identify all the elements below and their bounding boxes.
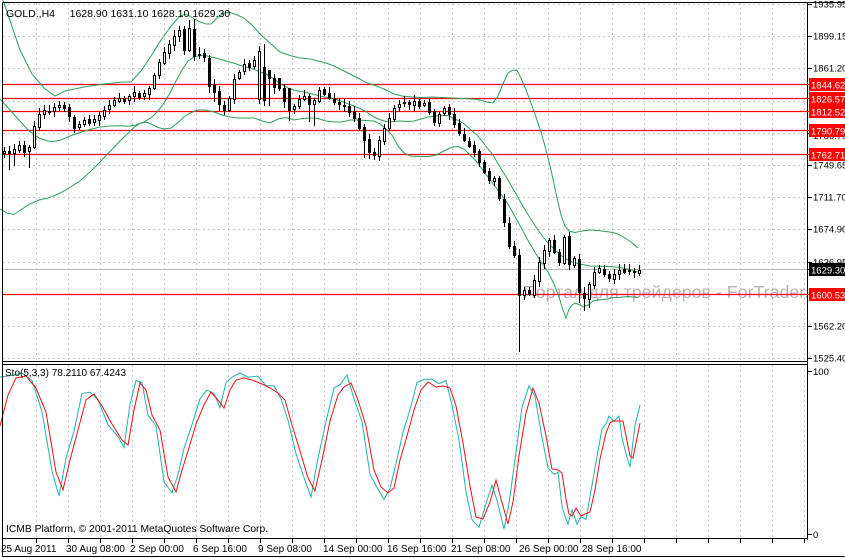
svg-text:1844.62: 1844.62 [811,81,845,92]
svg-text:14 Sep 00:00: 14 Sep 00:00 [323,544,383,555]
svg-text:1711.70: 1711.70 [813,193,845,204]
svg-text:1674.90: 1674.90 [813,225,845,236]
svg-text:1861.20: 1861.20 [813,64,845,75]
svg-text:25 Aug 2011: 25 Aug 2011 [1,544,57,555]
svg-text:1600.53: 1600.53 [811,291,845,302]
svg-text:Sto(5,3,3) 78.2110 67.4243: Sto(5,3,3) 78.2110 67.4243 [5,368,126,379]
svg-text:21 Sep 08:00: 21 Sep 08:00 [451,544,511,555]
svg-text:28 Sep 16:00: 28 Sep 16:00 [582,544,642,555]
svg-text:1762.71: 1762.71 [811,151,845,162]
svg-text:100: 100 [813,367,829,378]
svg-text:1629.30: 1629.30 [811,266,845,277]
svg-text:1790.79: 1790.79 [811,127,845,138]
svg-text:26 Sep 00:00: 26 Sep 00:00 [519,544,579,555]
svg-text:1899.15: 1899.15 [813,32,845,43]
svg-text:1525.40: 1525.40 [813,354,845,365]
svg-text:1562.20: 1562.20 [813,322,845,333]
svg-text:2 Sep 00:00: 2 Sep 00:00 [130,544,184,555]
svg-text:6 Sep 16:00: 6 Sep 16:00 [193,544,247,555]
svg-text:Портал для трейдеров - ForTrad: Портал для трейдеров - ForTrader.ru [523,282,825,302]
svg-text:0: 0 [813,530,818,541]
svg-text:1935.95: 1935.95 [813,0,845,11]
svg-text:1826.57: 1826.57 [811,95,845,106]
svg-text:ICMB Platform, © 2001-2011 Met: ICMB Platform, © 2001-2011 MetaQuotes So… [6,524,268,535]
svg-text:1749.65: 1749.65 [813,161,845,172]
svg-text:9 Sep 08:00: 9 Sep 08:00 [258,544,312,555]
svg-text:16 Sep 16:00: 16 Sep 16:00 [387,544,447,555]
svg-text:30 Aug 08:00: 30 Aug 08:00 [66,544,125,555]
svg-text:1812.52: 1812.52 [811,108,845,119]
svg-text:GOLD.,H4 1628.90 1631.10 1: GOLD.,H4 1628.90 1631.10 1628.10 1629.30 [6,8,230,20]
